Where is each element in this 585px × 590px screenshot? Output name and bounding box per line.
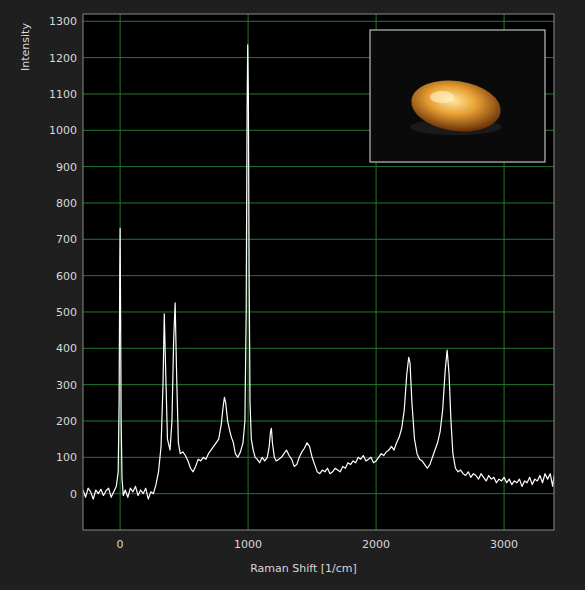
y-tick-label: 0 — [70, 488, 77, 501]
series-group — [83, 45, 554, 499]
x-axis-label: Raman Shift [1/cm] — [250, 562, 357, 575]
gem-highlight — [430, 91, 454, 103]
inset-photo — [370, 30, 545, 162]
plot-frame — [83, 14, 554, 530]
y-tick-label: 300 — [56, 379, 77, 392]
y-grid-line — [83, 348, 554, 349]
y-tick-label: 500 — [56, 306, 77, 319]
y-grid-line — [83, 420, 554, 421]
chart: 0 100 200 300 400 500 600 700 800 900 1000 1100 1200… — [0, 0, 585, 590]
y-tick-label: 1300 — [49, 15, 77, 28]
x-tick-label: 0 — [117, 538, 124, 551]
y-tick-label: 800 — [56, 197, 77, 210]
y-grid-line — [83, 239, 554, 240]
y-tick-label: 700 — [56, 233, 77, 246]
y-grid-line — [83, 202, 554, 203]
y-axis-label: Intensity — [19, 23, 32, 71]
y-grid-line — [83, 166, 554, 167]
gem — [408, 75, 504, 137]
x-tick-label: 1000 — [234, 538, 262, 551]
y-tick-label: 100 — [56, 451, 77, 464]
y-tick-label: 600 — [56, 270, 77, 283]
spectrum-line — [83, 45, 554, 499]
y-tick-label: 200 — [56, 415, 77, 428]
background — [0, 0, 585, 590]
x-tick-label: 2000 — [362, 538, 390, 551]
y-tick-label: 1100 — [49, 88, 77, 101]
y-grid-line — [83, 21, 554, 22]
y-grid-line — [83, 384, 554, 385]
x-tick-label: 3000 — [490, 538, 518, 551]
y-tick-label: 1000 — [49, 124, 77, 137]
y-tick-label: 900 — [56, 161, 77, 174]
y-tick-label: 400 — [56, 342, 77, 355]
plot-area — [83, 14, 554, 530]
y-grid-line — [83, 275, 554, 276]
y-grid-line — [83, 457, 554, 458]
y-tick-label: 1200 — [49, 52, 77, 65]
y-grid-line — [83, 311, 554, 312]
